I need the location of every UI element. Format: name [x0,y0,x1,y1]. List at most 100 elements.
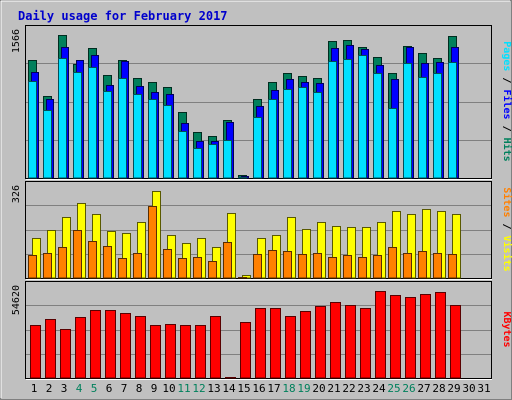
bar-pages-day-19 [298,87,307,179]
day-label-28: 28 [432,382,445,395]
day-label-15: 15 [237,382,250,395]
bar-kbytes-day-14 [225,377,236,379]
bar-sites-day-6 [103,246,112,279]
bar-sites-day-20 [313,253,322,279]
day-label-8: 8 [136,382,143,395]
bar-kbytes-day-27 [420,294,431,379]
bar-pages-day-4 [73,72,82,179]
axis-legend-part: Files [501,89,512,119]
bar-kbytes-day-8 [135,316,146,379]
bar-sites-day-4 [73,230,82,279]
bar-sites-day-8 [133,253,142,279]
bar-kbytes-day-6 [105,310,116,379]
bar-pages-day-13 [208,144,217,179]
day-label-24: 24 [372,382,386,395]
day-label-31: 31 [477,382,490,395]
day-label-13: 13 [207,382,220,395]
bar-pages-day-7 [118,78,127,179]
day-label-26: 26 [402,382,415,395]
bar-sites-day-29 [448,254,457,279]
bar-sites-day-25 [388,247,397,279]
bar-kbytes-day-11 [180,325,191,379]
bar-kbytes-day-22 [345,305,356,379]
axis-legend-part: Hits [501,138,512,162]
bar-sites-day-1 [28,255,37,279]
day-label-6: 6 [106,382,113,395]
bar-kbytes-day-28 [435,292,446,379]
bar-kbytes-day-3 [60,329,71,379]
bar-pages-day-5 [88,67,97,179]
bar-sites-day-15 [238,277,247,279]
bar-sites-day-23 [358,257,367,279]
panel-visits-sites: 326 Sites / Visits [11,181,512,280]
bar-sites-day-13 [208,261,217,279]
bar-sites-day-18 [283,251,292,279]
bar-pages-day-14 [223,140,232,179]
day-label-17: 17 [267,382,280,395]
axis-legend-part: / [501,71,512,89]
bar-sites-day-28 [433,253,442,279]
bar-kbytes-day-20 [315,306,326,379]
axis-legend-part: Sites [501,187,512,217]
max-value-label: 54620 [11,285,22,315]
bar-kbytes-day-16 [255,308,266,379]
day-label-27: 27 [417,382,430,395]
bar-pages-day-9 [148,99,157,179]
bar-kbytes-day-23 [360,308,371,379]
bar-kbytes-day-7 [120,313,131,379]
day-label-11: 11 [177,382,190,395]
bar-pages-day-10 [163,105,172,179]
max-value-label: 326 [11,185,22,203]
axis-legend-label: KBytes [501,311,512,347]
bar-sites-day-17 [268,250,277,279]
bar-pages-day-12 [193,148,202,179]
bar-pages-day-15 [238,177,247,179]
bar-pages-day-6 [103,91,112,179]
day-label-9: 9 [151,382,158,395]
bar-pages-day-24 [373,73,382,179]
day-label-14: 14 [222,382,236,395]
max-value-label: 1566 [11,29,22,53]
bar-pages-day-1 [28,81,37,179]
bar-kbytes-day-17 [270,308,281,379]
bar-pages-day-20 [313,92,322,179]
bar-kbytes-day-10 [165,324,176,379]
bar-pages-day-8 [133,94,142,179]
bar-kbytes-day-9 [150,325,161,379]
day-label-7: 7 [121,382,128,395]
bar-kbytes-day-12 [195,325,206,379]
bar-sites-day-16 [253,254,262,279]
day-label-3: 3 [61,382,68,395]
bar-pages-day-29 [448,62,457,179]
bar-sites-day-26 [403,253,412,279]
day-label-2: 2 [46,382,53,395]
bar-pages-day-27 [418,77,427,179]
bar-pages-day-22 [343,59,352,179]
bar-pages-day-11 [178,131,187,179]
day-label-22: 22 [342,382,355,395]
axis-legend-part: Visits [501,236,512,272]
x-axis-day-labels: 1 2 3 4 5 6 7 8 9 10 11 12 13 14 15 16 17 18 19 20 21 22 23 24 2… [31,382,491,395]
bar-sites-day-7 [118,258,127,279]
bar-pages-day-3 [58,58,67,179]
bar-kbytes-day-1 [30,325,41,379]
axis-legend-label: Sites / Visits [501,187,512,271]
bar-sites-day-12 [193,257,202,279]
bar-kbytes-day-5 [90,310,101,379]
day-label-19: 19 [297,382,310,395]
bar-kbytes-day-21 [330,302,341,379]
chart-title: Daily usage for February 2017 [18,9,228,23]
day-label-10: 10 [162,382,175,395]
day-label-20: 20 [312,382,325,395]
bar-sites-day-24 [373,255,382,279]
bar-kbytes-day-29 [450,305,461,379]
bar-kbytes-day-13 [210,316,221,379]
day-label-4: 4 [76,382,83,395]
bar-kbytes-day-15 [240,322,251,379]
bar-sites-day-10 [163,249,172,279]
axis-legend-part: / [501,120,512,138]
day-label-25: 25 [387,382,400,395]
bar-sites-day-27 [418,251,427,279]
day-label-16: 16 [252,382,265,395]
bar-sites-day-22 [343,255,352,279]
